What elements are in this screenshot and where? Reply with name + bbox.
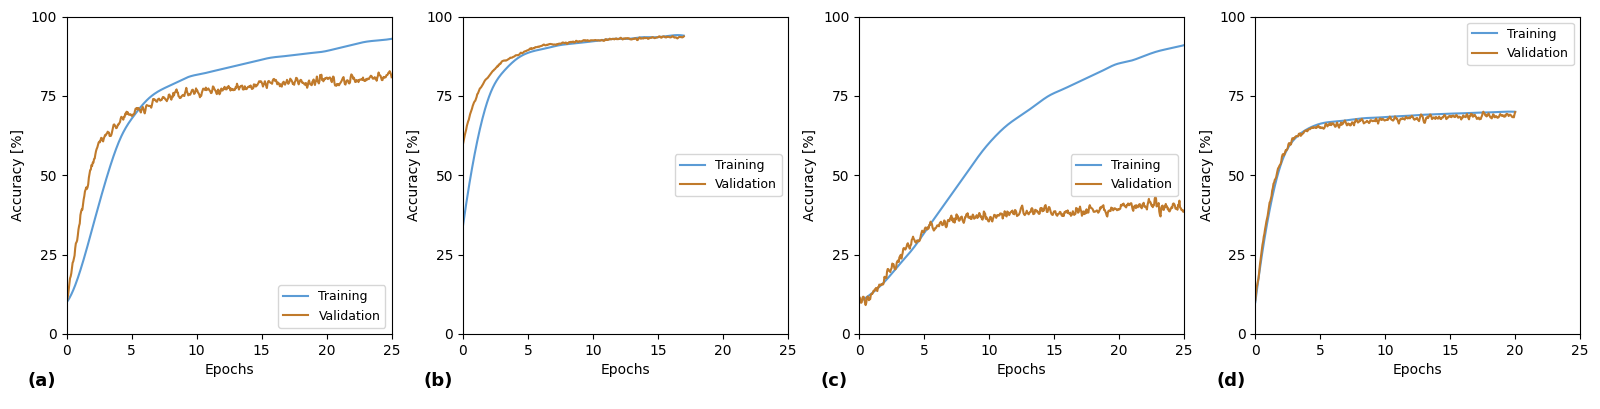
Validation (1064, 209, 1083, 213)
Text: (b): (b) (424, 372, 453, 390)
Validation (58, 300, 77, 305)
Line: Validation: Validation (67, 71, 392, 302)
Validation (856, 303, 875, 308)
Validation (270, 84, 290, 89)
Training (1499, 109, 1518, 114)
Training (1506, 109, 1525, 114)
Y-axis label: Accuracy [%]: Accuracy [%] (11, 129, 26, 221)
Text: (a): (a) (27, 372, 56, 390)
Validation (504, 54, 523, 59)
Training (968, 155, 987, 160)
Training (642, 35, 661, 40)
Y-axis label: Accuracy [%]: Accuracy [%] (408, 129, 421, 221)
Training (1062, 83, 1082, 88)
Training (667, 33, 686, 38)
Text: (d): (d) (1216, 372, 1245, 390)
Validation (381, 69, 400, 74)
Validation (266, 77, 285, 82)
Validation (931, 220, 950, 225)
Training (674, 33, 693, 38)
Validation (1118, 203, 1138, 208)
Validation (674, 34, 693, 39)
Legend: Training, Validation: Training, Validation (1467, 23, 1574, 65)
X-axis label: Epochs: Epochs (600, 363, 650, 377)
Line: Validation: Validation (1256, 112, 1515, 300)
Legend: Training, Validation: Training, Validation (675, 154, 781, 196)
Validation (1339, 122, 1358, 127)
Validation (648, 35, 667, 40)
Validation (453, 142, 472, 147)
Training (152, 88, 171, 92)
Validation (662, 34, 682, 38)
Y-axis label: Accuracy [%]: Accuracy [%] (1200, 129, 1214, 221)
Line: Training: Training (859, 45, 1184, 302)
Line: Validation: Validation (462, 36, 683, 144)
Validation (382, 75, 402, 80)
Training (1280, 144, 1299, 148)
Training (1387, 114, 1406, 119)
Training (138, 97, 157, 102)
Training (1246, 300, 1266, 305)
Training (1059, 84, 1078, 89)
Validation (552, 40, 571, 45)
Training (1411, 112, 1430, 117)
Validation (326, 83, 346, 88)
Training (944, 189, 963, 194)
Legend: Training, Validation: Training, Validation (1070, 154, 1178, 196)
Validation (1376, 117, 1395, 122)
X-axis label: Epochs: Epochs (997, 363, 1046, 377)
Training (504, 59, 523, 64)
Training (1339, 117, 1358, 122)
Line: Training: Training (1256, 112, 1515, 302)
Validation (1246, 298, 1266, 303)
Validation (1506, 110, 1525, 115)
Text: (c): (c) (821, 372, 848, 390)
Training (466, 148, 485, 153)
Validation (642, 35, 661, 40)
Training (1437, 111, 1456, 116)
X-axis label: Epochs: Epochs (205, 363, 254, 377)
Training (930, 209, 949, 213)
Validation (1387, 117, 1406, 122)
Validation (466, 98, 485, 103)
Legend: Training, Validation: Training, Validation (278, 285, 386, 328)
Training (1376, 115, 1395, 119)
Validation (1474, 109, 1493, 114)
Training (648, 35, 667, 40)
Training (453, 224, 472, 229)
Validation (176, 90, 195, 95)
Training (382, 36, 402, 41)
Training (176, 76, 195, 81)
Validation (850, 294, 869, 299)
Training (270, 54, 290, 59)
Line: Training: Training (67, 39, 392, 302)
Training (474, 114, 493, 119)
Training (1174, 43, 1194, 47)
Validation (1059, 210, 1078, 215)
Validation (968, 214, 987, 219)
Training (266, 54, 285, 59)
Training (58, 300, 77, 305)
Y-axis label: Accuracy [%]: Accuracy [%] (803, 129, 818, 221)
Validation (1437, 114, 1456, 119)
X-axis label: Epochs: Epochs (1394, 363, 1443, 377)
Training (552, 42, 571, 47)
Validation (1280, 141, 1299, 146)
Validation (1146, 195, 1165, 200)
Validation (944, 218, 963, 223)
Validation (152, 97, 171, 102)
Line: Training: Training (462, 35, 683, 226)
Validation (138, 103, 157, 108)
Line: Validation: Validation (859, 197, 1184, 305)
Validation (1411, 112, 1430, 117)
Training (850, 300, 869, 305)
Validation (1174, 208, 1194, 213)
Validation (474, 81, 493, 86)
Training (1118, 59, 1138, 64)
Training (326, 46, 346, 51)
